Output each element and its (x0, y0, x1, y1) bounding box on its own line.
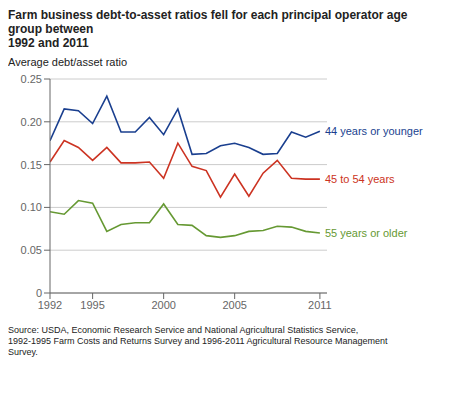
html-text:Farm business debt-to-asset ra: Farm business debt-to-asset ratios fell … (8, 8, 411, 50)
svg-text:1992: 1992 (38, 299, 62, 311)
svg-text:0.25: 0.25 (21, 73, 42, 85)
svg-text:2011: 2011 (308, 299, 332, 311)
svg-text:2000: 2000 (151, 299, 175, 311)
svg-text:55 years or older: 55 years or older (325, 227, 408, 239)
svg-text:0.15: 0.15 (21, 159, 42, 171)
svg-text:44 years or younger: 44 years or younger (325, 125, 423, 137)
svg-text:2005: 2005 (222, 299, 246, 311)
svg-text:0: 0 (36, 287, 42, 299)
html-text:Source: USDA, Economic Researc: Source: USDA, Economic Research Service … (8, 325, 388, 357)
svg-text:45 to 54 years: 45 to 54 years (325, 173, 395, 185)
svg-text:1995: 1995 (80, 299, 104, 311)
svg-text:0.20: 0.20 (21, 116, 42, 128)
html-text:Average debt/asset ratio: Average debt/asset ratio (8, 56, 127, 68)
svg-text:0.10: 0.10 (21, 201, 42, 213)
svg-text:0.05: 0.05 (21, 244, 42, 256)
